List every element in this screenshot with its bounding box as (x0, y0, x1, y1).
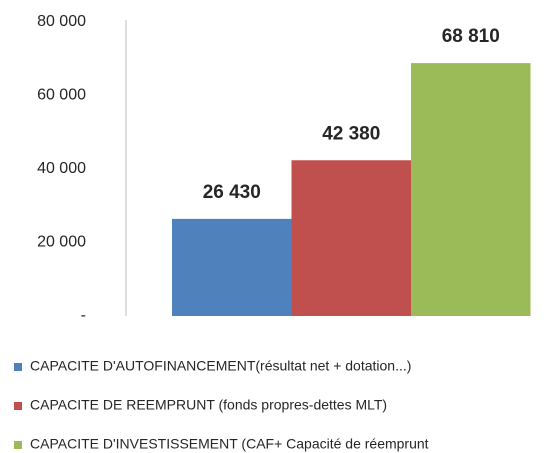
legend-swatch (14, 441, 22, 449)
y-tick-label: 60 000 (37, 87, 86, 104)
legend-swatch (14, 402, 22, 410)
legend-label: CAPACITE D'AUTOFINANCEMENT(résultat net … (30, 358, 411, 374)
legend-swatch (14, 363, 22, 371)
legend-label: CAPACITE DE REEMPRUNT (fonds propres-det… (30, 397, 387, 413)
data-label: 68 810 (442, 26, 500, 47)
data-label: 26 430 (203, 182, 261, 203)
data-label: 42 380 (322, 123, 380, 144)
y-tick-label: 80 000 (37, 13, 86, 30)
bar (411, 63, 531, 317)
y-tick-label: 20 000 (37, 234, 86, 251)
bar (172, 218, 292, 316)
bar (291, 160, 411, 316)
y-tick-label: 40 000 (37, 160, 86, 177)
legend-label: CAPACITE D'INVESTISSEMENT (CAF+ Capacité… (30, 436, 429, 452)
y-tick-label: - (81, 307, 86, 324)
